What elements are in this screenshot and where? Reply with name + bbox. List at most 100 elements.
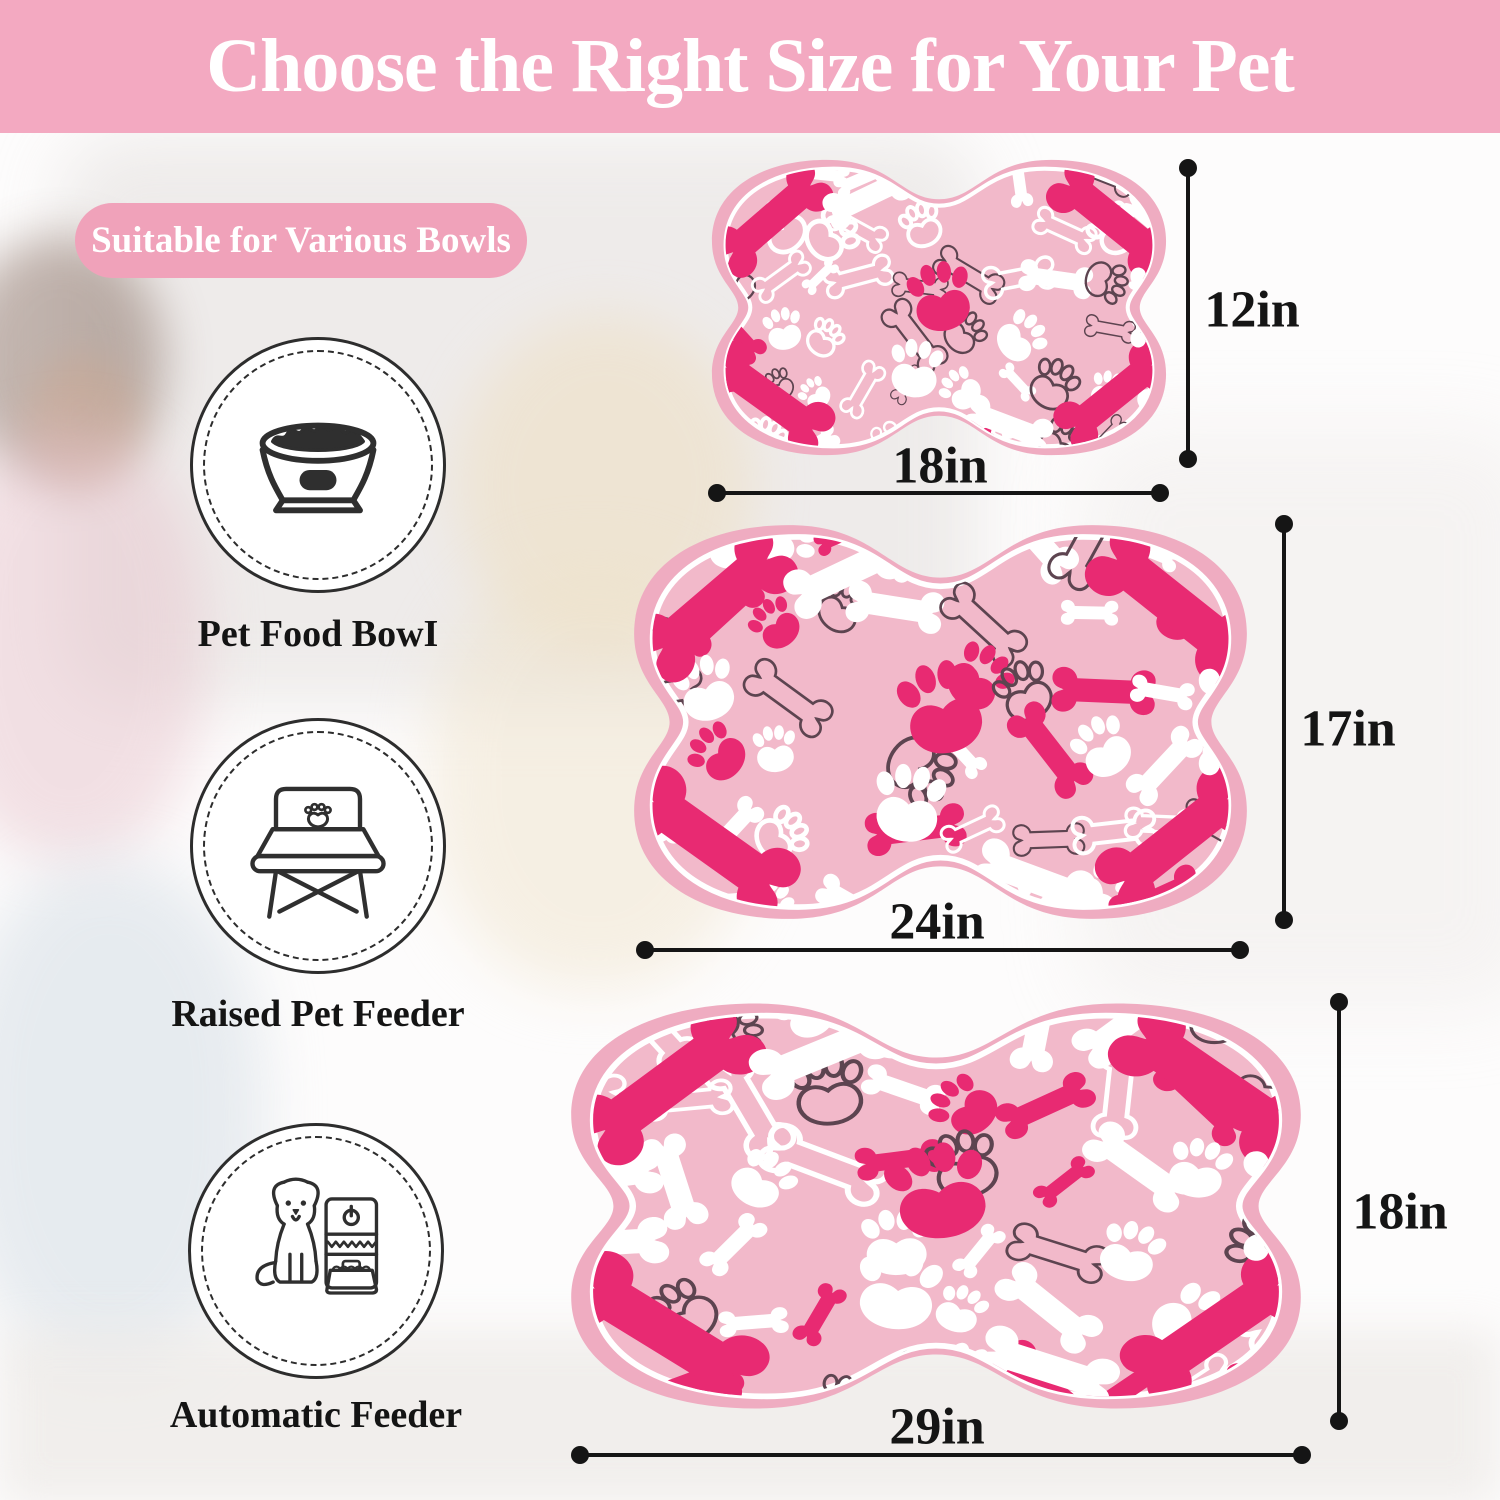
bone-pattern-glyph [998, 362, 1037, 402]
bone-pattern-glyph [757, 1122, 891, 1207]
mat-small-graphic [711, 159, 1167, 456]
bone-pattern-glyph [963, 394, 1054, 447]
bone-pattern-glyph [1083, 314, 1136, 344]
bone-pattern-glyph [974, 1325, 1120, 1397]
dimension-line [717, 491, 1160, 495]
dashed-ring [203, 731, 433, 961]
paw-pattern-glyph [928, 1073, 998, 1135]
bone-pattern-glyph [1018, 259, 1094, 300]
bone-pattern-glyph [822, 253, 895, 300]
header-banner: Choose the Right Size for Your Pet [0, 0, 1500, 133]
large-mat-width-label: 29in [889, 1398, 985, 1456]
bone-pattern-glyph [1125, 725, 1203, 807]
paw-pattern-glyph [762, 307, 802, 350]
bone-pattern-glyph [782, 423, 841, 447]
bone-pattern-glyph [1084, 536, 1229, 685]
bone-pattern-glyph [1053, 340, 1153, 447]
bone-pattern-glyph [750, 249, 812, 304]
dimension-endpoint [1275, 911, 1293, 929]
bone-pattern-glyph [652, 667, 706, 721]
bone-pattern-glyph [641, 1133, 709, 1230]
paw-pattern-glyph [752, 725, 795, 773]
medium-mat-height-label: 17in [1300, 700, 1396, 758]
bone-pattern-glyph [1119, 1251, 1279, 1397]
paw-pattern-glyph [906, 261, 970, 332]
bone-pattern-glyph [1032, 1156, 1095, 1208]
dimension-line [645, 948, 1240, 952]
bone-pattern-glyph [725, 168, 834, 278]
automatic-feeder-feature [188, 1123, 444, 1379]
page-title: Choose the Right Size for Your Pet [206, 24, 1295, 108]
bone-pattern-glyph [725, 340, 836, 447]
paw-pattern-glyph [935, 1285, 990, 1333]
automatic-feeder-icon [255, 1177, 379, 1295]
bone-pattern-glyph [718, 1307, 789, 1338]
bone-pattern-glyph [699, 1212, 768, 1277]
faded-photo-woman-face [25, 355, 140, 490]
paw-pattern-glyph [805, 316, 846, 358]
bone-pattern-glyph [1071, 1015, 1184, 1069]
dimension-line [580, 1453, 1302, 1457]
bone-pattern-glyph [1094, 766, 1229, 908]
bone-pattern-glyph [1232, 1257, 1279, 1357]
dimension-endpoint [1330, 1412, 1348, 1430]
bone-pattern-glyph [813, 536, 871, 556]
small-mat-height-label: 12in [1204, 281, 1300, 339]
dimension-endpoint [1151, 484, 1169, 502]
paw-pattern-glyph [747, 596, 800, 649]
dimension-endpoint [1179, 159, 1197, 177]
paw-pattern-glyph [896, 660, 983, 754]
bone-pattern-glyph [742, 658, 834, 739]
paw-pattern-glyph [687, 721, 746, 781]
bone-pattern-glyph [792, 1283, 847, 1347]
dimension-endpoint [1293, 1446, 1311, 1464]
bone-pattern-glyph [854, 1139, 945, 1181]
dimension-endpoint [708, 484, 726, 502]
bone-pattern-glyph [994, 1262, 1104, 1354]
suitable-bowls-badge-label: Suitable for Various Bowls [91, 220, 511, 261]
paw-pattern-glyph [891, 338, 944, 398]
paw-pattern-glyph [1084, 261, 1129, 305]
bone-pattern-glyph [593, 1251, 770, 1397]
bone-pattern-glyph [1129, 674, 1195, 711]
paw-pattern-glyph [1168, 1138, 1234, 1198]
bone-pattern-glyph [1060, 599, 1119, 626]
dimension-endpoint [1330, 993, 1348, 1011]
bone-pattern-glyph [1006, 701, 1094, 799]
bone-pattern-glyph [1082, 1121, 1196, 1213]
bone-pattern-glyph [988, 536, 1080, 585]
bone-pattern-glyph [939, 804, 1006, 854]
bone-pattern-glyph [593, 1015, 626, 1043]
dimension-line [1186, 168, 1190, 459]
paw-pattern-glyph [1029, 357, 1082, 411]
bone-pattern-glyph [652, 536, 674, 560]
bone-pattern-glyph [995, 1071, 1096, 1140]
bone-pattern-glyph [932, 244, 1006, 305]
pet-food-bowl-icon [259, 422, 377, 514]
paw-pattern-glyph [652, 897, 663, 908]
dimension-endpoint [1231, 941, 1249, 959]
bone-pattern-glyph [1051, 666, 1156, 716]
medium-mat-width-label: 24in [889, 893, 985, 951]
bone-pattern-glyph [1045, 168, 1153, 279]
large-mat-height-label: 18in [1352, 1183, 1448, 1241]
bone-pattern-glyph [839, 359, 887, 420]
bone-pattern-glyph [973, 838, 1096, 908]
bone-pattern-glyph [1031, 205, 1098, 256]
bone-pattern-glyph [801, 257, 839, 296]
dimension-endpoint [1179, 450, 1197, 468]
bone-pattern-glyph [593, 1015, 767, 1166]
bone-pattern-glyph [825, 203, 889, 254]
dimension-endpoint [1275, 515, 1293, 533]
raised-pet-feeder-label: Raised Pet Feeder [171, 993, 465, 1035]
dimension-line [1282, 524, 1286, 920]
mat-medium-graphic [634, 525, 1247, 919]
bone-pattern-glyph [952, 1223, 1006, 1279]
paw-pattern-glyph [1100, 1221, 1167, 1282]
pet-food-bowl-label: Pet Food BowI [197, 613, 439, 655]
paw-pattern-glyph [996, 309, 1048, 362]
pet-food-bowl-feature [190, 337, 446, 593]
bone-pattern-glyph [845, 580, 945, 634]
bone-pattern-glyph [1005, 168, 1034, 208]
